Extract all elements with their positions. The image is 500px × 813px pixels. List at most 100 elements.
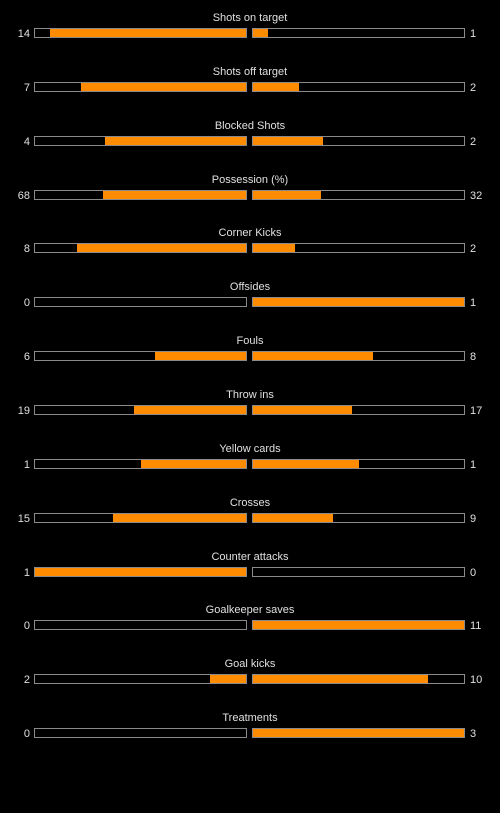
home-bar-fill — [77, 244, 246, 252]
home-value: 1 — [23, 567, 30, 579]
home-bar — [34, 405, 247, 415]
away-bar-fill — [253, 298, 464, 306]
away-bar — [252, 190, 465, 200]
away-bar-fill — [253, 83, 300, 91]
home-value: 1 — [23, 459, 30, 471]
away-value: 1 — [470, 28, 477, 40]
home-bar-fill — [104, 137, 246, 145]
away-bar-fill — [253, 137, 323, 145]
away-bar-fill — [253, 460, 359, 468]
home-bar — [34, 728, 247, 738]
stat-row-offsides: Offsides 0 1 — [0, 280, 500, 320]
home-bar — [34, 190, 247, 200]
away-bar — [252, 136, 465, 146]
stat-row-possession: Possession (%) 68 32 — [0, 173, 500, 213]
home-bar-fill — [113, 514, 246, 522]
stat-label: Goal kicks — [224, 658, 276, 670]
stat-row-goalkeeper-saves: Goalkeeper saves 0 11 — [0, 603, 500, 643]
stat-row-counter-attacks: Counter attacks 1 0 — [0, 550, 500, 590]
stat-row-shots-on-target: Shots on target 14 1 — [0, 11, 500, 51]
away-value: 3 — [470, 728, 477, 740]
away-value: 32 — [470, 190, 483, 202]
home-bar-fill — [35, 568, 246, 576]
stat-row-corner-kicks: Corner Kicks 8 2 — [0, 226, 500, 266]
home-bar — [34, 459, 247, 469]
away-value: 2 — [470, 82, 477, 94]
away-bar-fill — [253, 621, 464, 629]
stat-row-goal-kicks: Goal kicks 2 10 — [0, 657, 500, 697]
away-bar — [252, 297, 465, 307]
stat-label: Goalkeeper saves — [205, 604, 295, 616]
away-value: 1 — [470, 459, 477, 471]
home-bar — [34, 674, 247, 684]
home-bar — [34, 351, 247, 361]
away-bar-fill — [253, 514, 334, 522]
away-bar — [252, 459, 465, 469]
away-bar — [252, 351, 465, 361]
away-value: 2 — [470, 243, 477, 255]
away-bar — [252, 82, 465, 92]
home-bar — [34, 567, 247, 577]
stat-label: Fouls — [236, 335, 264, 347]
home-bar-fill — [102, 191, 246, 199]
home-value: 6 — [23, 351, 30, 363]
away-bar — [252, 28, 465, 38]
home-bar — [34, 297, 247, 307]
away-bar — [252, 674, 465, 684]
home-bar-fill — [81, 83, 246, 91]
home-value: 2 — [23, 674, 30, 686]
home-bar-fill — [155, 352, 246, 360]
home-bar — [34, 620, 247, 630]
home-value: 4 — [23, 136, 30, 148]
home-bar-fill — [210, 675, 246, 683]
stat-label: Corner Kicks — [218, 227, 282, 239]
away-bar — [252, 405, 465, 415]
stat-row-crosses: Crosses 15 9 — [0, 496, 500, 536]
away-bar — [252, 567, 465, 577]
away-bar-fill — [253, 406, 353, 414]
home-bar-fill — [49, 29, 246, 37]
home-bar — [34, 243, 247, 253]
home-value: 8 — [23, 243, 30, 255]
home-bar — [34, 513, 247, 523]
away-value: 0 — [470, 567, 477, 579]
home-value: 15 — [17, 513, 30, 525]
stat-label: Shots off target — [212, 66, 288, 78]
stat-row-shots-off-target: Shots off target 7 2 — [0, 65, 500, 105]
stat-label: Yellow cards — [219, 443, 281, 455]
home-value: 0 — [23, 728, 30, 740]
away-value: 17 — [470, 405, 483, 417]
stat-label: Throw ins — [226, 389, 274, 401]
home-value: 0 — [23, 620, 30, 632]
home-value: 19 — [17, 405, 30, 417]
away-value: 11 — [470, 620, 482, 632]
away-value: 8 — [470, 351, 477, 363]
stat-label: Possession (%) — [211, 174, 289, 186]
home-bar — [34, 136, 247, 146]
home-bar — [34, 28, 247, 38]
away-bar-fill — [253, 352, 374, 360]
home-bar-fill — [134, 406, 246, 414]
away-bar-fill — [253, 191, 321, 199]
away-bar-fill — [253, 729, 464, 737]
stat-label: Crosses — [229, 497, 271, 509]
home-value: 68 — [17, 190, 30, 202]
stat-label: Blocked Shots — [214, 120, 286, 132]
away-value: 1 — [470, 297, 477, 309]
stat-row-blocked-shots: Blocked Shots 4 2 — [0, 119, 500, 159]
away-bar-fill — [253, 675, 429, 683]
away-value: 10 — [470, 674, 483, 686]
stat-row-treatments: Treatments 0 3 — [0, 711, 500, 751]
away-bar — [252, 728, 465, 738]
home-bar-fill — [140, 460, 246, 468]
away-value: 2 — [470, 136, 477, 148]
stat-label: Shots on target — [212, 12, 288, 24]
away-value: 9 — [470, 513, 477, 525]
stat-label: Treatments — [222, 712, 278, 724]
stat-row-throw-ins: Throw ins 19 17 — [0, 388, 500, 428]
stat-row-fouls: Fouls 6 8 — [0, 334, 500, 374]
home-value: 14 — [17, 28, 30, 40]
stat-label: Offsides — [229, 281, 271, 293]
away-bar — [252, 513, 465, 523]
